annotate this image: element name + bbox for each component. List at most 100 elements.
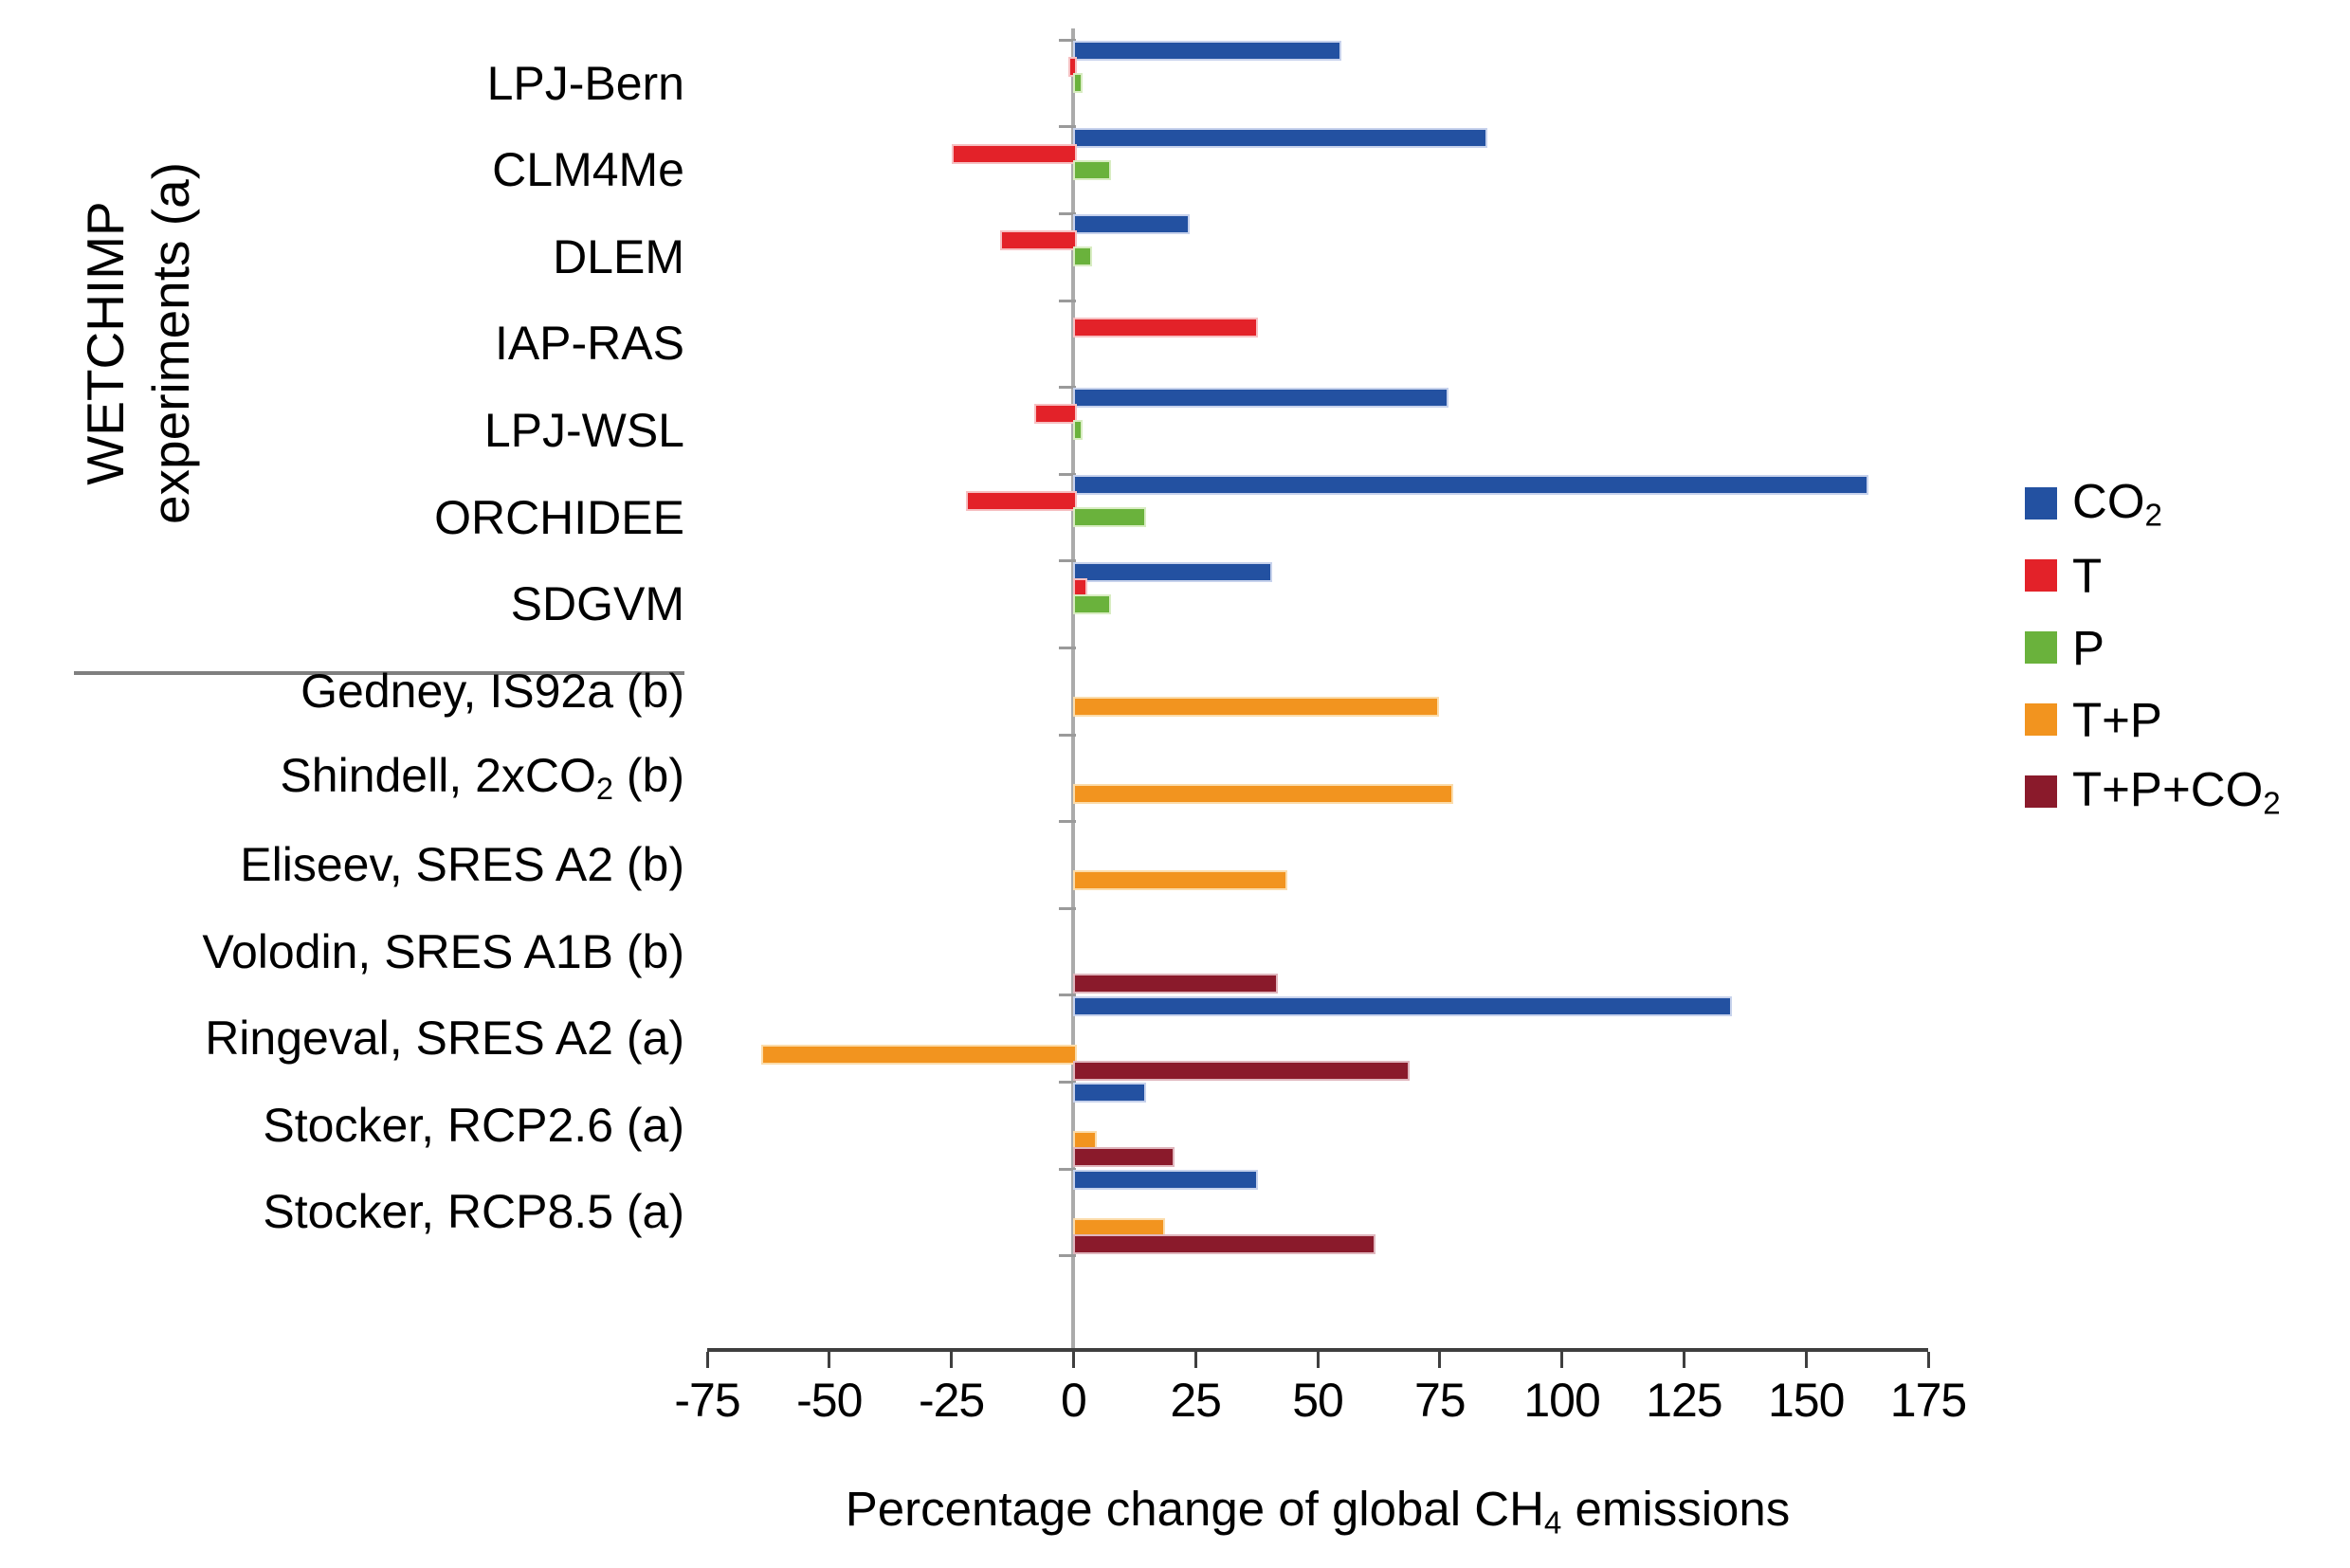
bar-p: [1073, 73, 1083, 93]
category-label: LPJ-Bern: [486, 56, 684, 110]
x-axis-tick-mark: [705, 1352, 709, 1368]
category-label: LPJ-WSL: [483, 403, 684, 457]
category-boundary-tick: [1059, 820, 1077, 824]
category-label: SDGVM: [510, 577, 684, 631]
x-axis-tick-label: 100: [1523, 1374, 1600, 1427]
bar-tp: [1073, 697, 1439, 718]
bar-p: [1073, 593, 1112, 614]
category-section-separator-line: [74, 671, 684, 675]
category-label: Stocker, RCP8.5 (a): [263, 1185, 684, 1239]
bar-co2: [1073, 127, 1488, 148]
x-axis-tick-label: 50: [1292, 1374, 1344, 1427]
legend-label-t: T: [2072, 548, 2103, 603]
legend-swatch-tp: [2025, 703, 2057, 736]
category-boundary-tick: [1059, 1167, 1077, 1171]
category-label: Volodin, SRES A1B (b): [202, 924, 684, 978]
category-label: DLEM: [553, 229, 684, 283]
bar-t: [1034, 404, 1078, 425]
legend-swatch-co2: [2025, 487, 2057, 520]
zero-gridline: [1071, 28, 1076, 1348]
bar-t: [966, 491, 1078, 511]
legend-entry-co2: CO2: [2025, 474, 2281, 533]
bar-p: [1073, 420, 1083, 441]
legend-label-p: P: [2072, 620, 2105, 675]
x-axis-tick-label: -25: [918, 1374, 985, 1427]
bar-co2: [1073, 475, 1868, 495]
category-label: Ringeval, SRES A2 (a): [205, 1012, 684, 1066]
category-boundary-tick: [1059, 211, 1077, 215]
category-boundary-tick: [1059, 906, 1077, 910]
x-axis-tick-label: 0: [1060, 1374, 1087, 1427]
category-label: CLM4Me: [492, 143, 684, 197]
legend-entry-t: T: [2025, 549, 2281, 603]
x-axis-tick-mark: [1071, 1352, 1075, 1368]
x-axis-tick-mark: [1193, 1352, 1197, 1368]
bar-co2: [1073, 1169, 1258, 1190]
bar-co2: [1073, 995, 1732, 1016]
legend: CO2 T P T+P T+P+CO2: [2025, 474, 2281, 848]
x-axis-tick-mark: [1804, 1352, 1808, 1368]
x-axis-tick-mark: [950, 1352, 954, 1368]
category-boundary-tick: [1059, 1080, 1077, 1084]
category-boundary-tick: [1059, 994, 1077, 997]
category-label: Shindell, 2xCO2 (b): [280, 749, 684, 807]
x-axis-tick-mark: [1316, 1352, 1320, 1368]
category-boundary-tick: [1059, 733, 1077, 737]
bar-t: [1073, 317, 1258, 337]
x-axis-tick-mark: [1438, 1352, 1442, 1368]
category-label: Gedney, IS92a (b): [301, 664, 684, 718]
category-label: IAP-RAS: [494, 317, 684, 371]
bar-tp: [1073, 783, 1454, 804]
x-axis-tick-mark: [828, 1352, 831, 1368]
bar-p: [1073, 507, 1146, 527]
bar-tp: [760, 1044, 1078, 1065]
bar-tpco2: [1073, 1060, 1410, 1081]
bar-co2: [1073, 388, 1448, 409]
bar-tpco2: [1073, 1147, 1175, 1168]
x-axis-tick-mark: [1926, 1352, 1930, 1368]
legend-swatch-t: [2025, 559, 2057, 592]
x-axis-tick-label: -50: [796, 1374, 863, 1427]
legend-entry-p: P: [2025, 621, 2281, 675]
category-boundary-tick: [1059, 559, 1077, 563]
category-boundary-tick: [1059, 386, 1077, 390]
bar-co2: [1073, 1083, 1146, 1103]
category-boundary-tick: [1059, 472, 1077, 476]
bar-p: [1073, 246, 1092, 267]
x-axis-title: Percentage change of global CH4 emission…: [845, 1482, 1791, 1541]
legend-entry-tp: T+P: [2025, 693, 2281, 747]
plot-area: [707, 28, 1928, 1352]
x-axis-tick-label: 25: [1170, 1374, 1222, 1427]
category-label: ORCHIDEE: [434, 490, 684, 544]
category-boundary-tick: [1059, 299, 1077, 302]
bar-tpco2: [1073, 974, 1278, 994]
x-axis-tick-label: 75: [1413, 1374, 1466, 1427]
x-axis-tick-label: -75: [674, 1374, 740, 1427]
x-axis-tick-mark: [1682, 1352, 1685, 1368]
x-axis-tick-label: 125: [1646, 1374, 1722, 1427]
legend-label-tp: T+P: [2072, 692, 2162, 747]
legend-label-tpco2: T+P+CO2: [2072, 761, 2281, 822]
bar-co2: [1073, 41, 1341, 61]
bar-tpco2: [1073, 1233, 1375, 1254]
category-label: Stocker, RCP2.6 (a): [263, 1098, 684, 1152]
category-boundary-tick: [1059, 125, 1077, 129]
legend-entry-tpco2: T+P+CO2: [2025, 762, 2281, 821]
category-boundary-tick: [1059, 646, 1077, 649]
legend-swatch-tpco2: [2025, 775, 2057, 808]
bar-co2: [1073, 561, 1273, 582]
legend-swatch-p: [2025, 631, 2057, 664]
bar-t: [951, 143, 1078, 164]
x-axis-tick-label: 150: [1767, 1374, 1845, 1427]
bar-t: [1000, 230, 1078, 251]
x-axis-tick-mark: [1560, 1352, 1564, 1368]
category-boundary-tick: [1059, 1254, 1077, 1258]
category-boundary-tick: [1059, 38, 1077, 42]
bar-t: [1068, 57, 1078, 77]
category-label: Eliseev, SRES A2 (b): [240, 837, 684, 891]
bar-tp: [1073, 870, 1287, 891]
bar-p: [1073, 159, 1112, 180]
legend-label-co2: CO2: [2072, 473, 2162, 534]
bar-co2: [1073, 214, 1190, 235]
